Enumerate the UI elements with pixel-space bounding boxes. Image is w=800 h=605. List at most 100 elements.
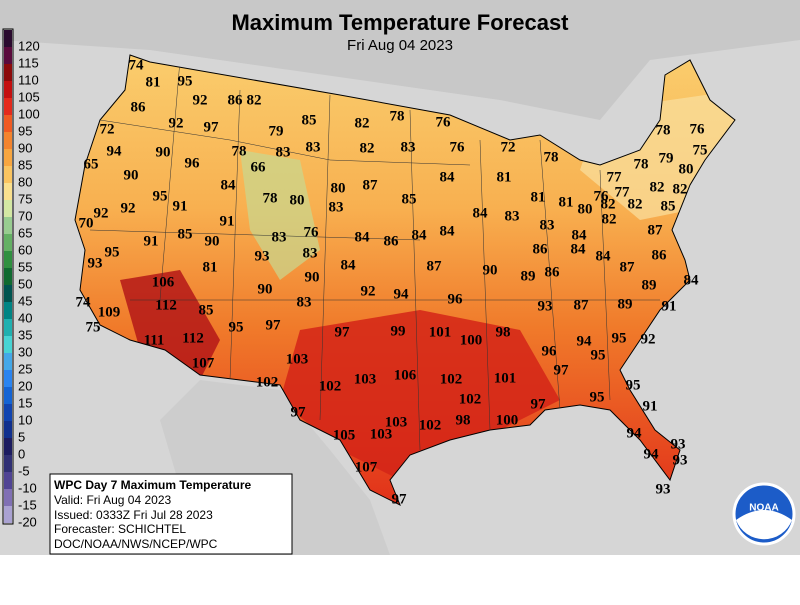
- legend-label: 20: [18, 378, 32, 393]
- temperature-label: 84: [473, 205, 489, 221]
- temperature-label: 85: [178, 226, 193, 242]
- legend-label: 115: [18, 55, 39, 70]
- temperature-label: 81: [559, 194, 574, 210]
- temperature-label: 78: [232, 143, 247, 159]
- temperature-label: 107: [355, 459, 378, 475]
- temperature-label: 92: [361, 283, 376, 299]
- legend-label: 65: [18, 225, 32, 240]
- temperature-label: 93: [671, 436, 686, 452]
- legend-swatch: [4, 455, 12, 472]
- temperature-label: 82: [601, 196, 616, 212]
- temperature-label: 66: [251, 159, 267, 175]
- temperature-label: 99: [391, 323, 406, 339]
- temperature-label: 94: [644, 446, 660, 462]
- temperature-label: 91: [173, 198, 188, 214]
- legend-label: 50: [18, 276, 32, 291]
- temperature-label: 111: [144, 332, 165, 348]
- temperature-label: 72: [100, 121, 115, 137]
- legend-label: 55: [18, 259, 32, 274]
- temperature-label: 81: [497, 169, 512, 185]
- temperature-label: 90: [156, 144, 171, 160]
- legend-swatch: [4, 421, 12, 438]
- temperature-label: 76: [304, 224, 320, 240]
- temperature-label: 100: [496, 412, 519, 428]
- temperature-label: 89: [642, 277, 657, 293]
- temperature-label: 84: [221, 177, 237, 193]
- temperature-label: 91: [643, 398, 658, 414]
- temperature-label: 81: [203, 259, 218, 275]
- temperature-label: 102: [419, 417, 442, 433]
- legend-label: 15: [18, 395, 32, 410]
- temperature-label: 90: [483, 262, 498, 278]
- temperature-label: 85: [661, 198, 676, 214]
- temperature-label: 97: [531, 396, 547, 412]
- legend-swatch: [4, 81, 12, 98]
- legend-swatch: [4, 319, 12, 336]
- legend-frame: [2, 28, 14, 525]
- temperature-label: 102: [256, 374, 279, 390]
- subtitle: Fri Aug 04 2023: [347, 37, 453, 54]
- temperature-label: 112: [155, 297, 177, 313]
- temperature-label: 80: [578, 201, 593, 217]
- temperature-label: 84: [440, 169, 456, 185]
- temperature-label: 82: [360, 140, 375, 156]
- temperature-label: 96: [542, 343, 558, 359]
- legend-swatch: [4, 132, 12, 149]
- temperature-label: 97: [554, 362, 570, 378]
- temperature-label: 79: [269, 123, 284, 139]
- temperature-label: 89: [618, 296, 633, 312]
- legend-label: 10: [18, 412, 32, 427]
- info-line: DOC/NOAA/NWS/NCEP/WPC: [54, 537, 218, 551]
- temperature-label: 95: [612, 330, 627, 346]
- temperature-label: 82: [602, 211, 617, 227]
- logo-text: NOAA: [749, 503, 778, 514]
- legend-label: 30: [18, 344, 32, 359]
- temperature-label: 72: [501, 139, 516, 155]
- temperature-label: 109: [98, 304, 121, 320]
- legend-label: 85: [18, 157, 32, 172]
- temperature-label: 86: [545, 264, 561, 280]
- temperature-label: 97: [204, 119, 220, 135]
- temperature-label: 84: [684, 272, 700, 288]
- temperature-label: 94: [107, 143, 123, 159]
- temperature-label: 83: [306, 139, 321, 155]
- temperature-label: 84: [572, 227, 588, 243]
- legend-swatch: [4, 30, 12, 47]
- temperature-label: 84: [341, 257, 357, 273]
- temperature-label: 77: [607, 169, 623, 185]
- temperature-label: 102: [459, 391, 482, 407]
- legend-label: -20: [18, 514, 37, 529]
- temperature-label: 86: [652, 247, 668, 263]
- temperature-label: 85: [402, 191, 417, 207]
- legend-label: 70: [18, 208, 32, 223]
- legend-swatch: [4, 234, 12, 251]
- temperature-label: 83: [329, 199, 344, 215]
- legend-swatch: [4, 489, 12, 506]
- legend-label: 105: [18, 89, 40, 104]
- temperature-label: 97: [335, 324, 351, 340]
- legend-swatch: [4, 353, 12, 370]
- temperature-label: 70: [79, 215, 94, 231]
- temperature-label: 95: [590, 389, 605, 405]
- legend-label: 95: [18, 123, 32, 138]
- temperature-label: 91: [220, 213, 235, 229]
- legend-swatch: [4, 336, 12, 353]
- temperature-label: 76: [450, 139, 466, 155]
- temperature-label: 96: [448, 291, 464, 307]
- legend-swatch: [4, 200, 12, 217]
- legend-label: 35: [18, 327, 32, 342]
- temperature-label: 112: [182, 330, 204, 346]
- temperature-label: 92: [121, 200, 136, 216]
- temperature-label: 87: [574, 297, 590, 313]
- temperature-label: 78: [656, 122, 671, 138]
- temperature-label: 95: [229, 319, 244, 335]
- temperature-label: 90: [258, 281, 273, 297]
- temperature-label: 105: [333, 427, 356, 443]
- temperature-label: 83: [272, 229, 287, 245]
- legend-swatch: [4, 98, 12, 115]
- legend-swatch: [4, 115, 12, 132]
- info-frame: [49, 473, 293, 555]
- temperature-label: 93: [656, 481, 671, 497]
- temperature-label: 103: [385, 414, 408, 430]
- temperature-label: 91: [662, 298, 677, 314]
